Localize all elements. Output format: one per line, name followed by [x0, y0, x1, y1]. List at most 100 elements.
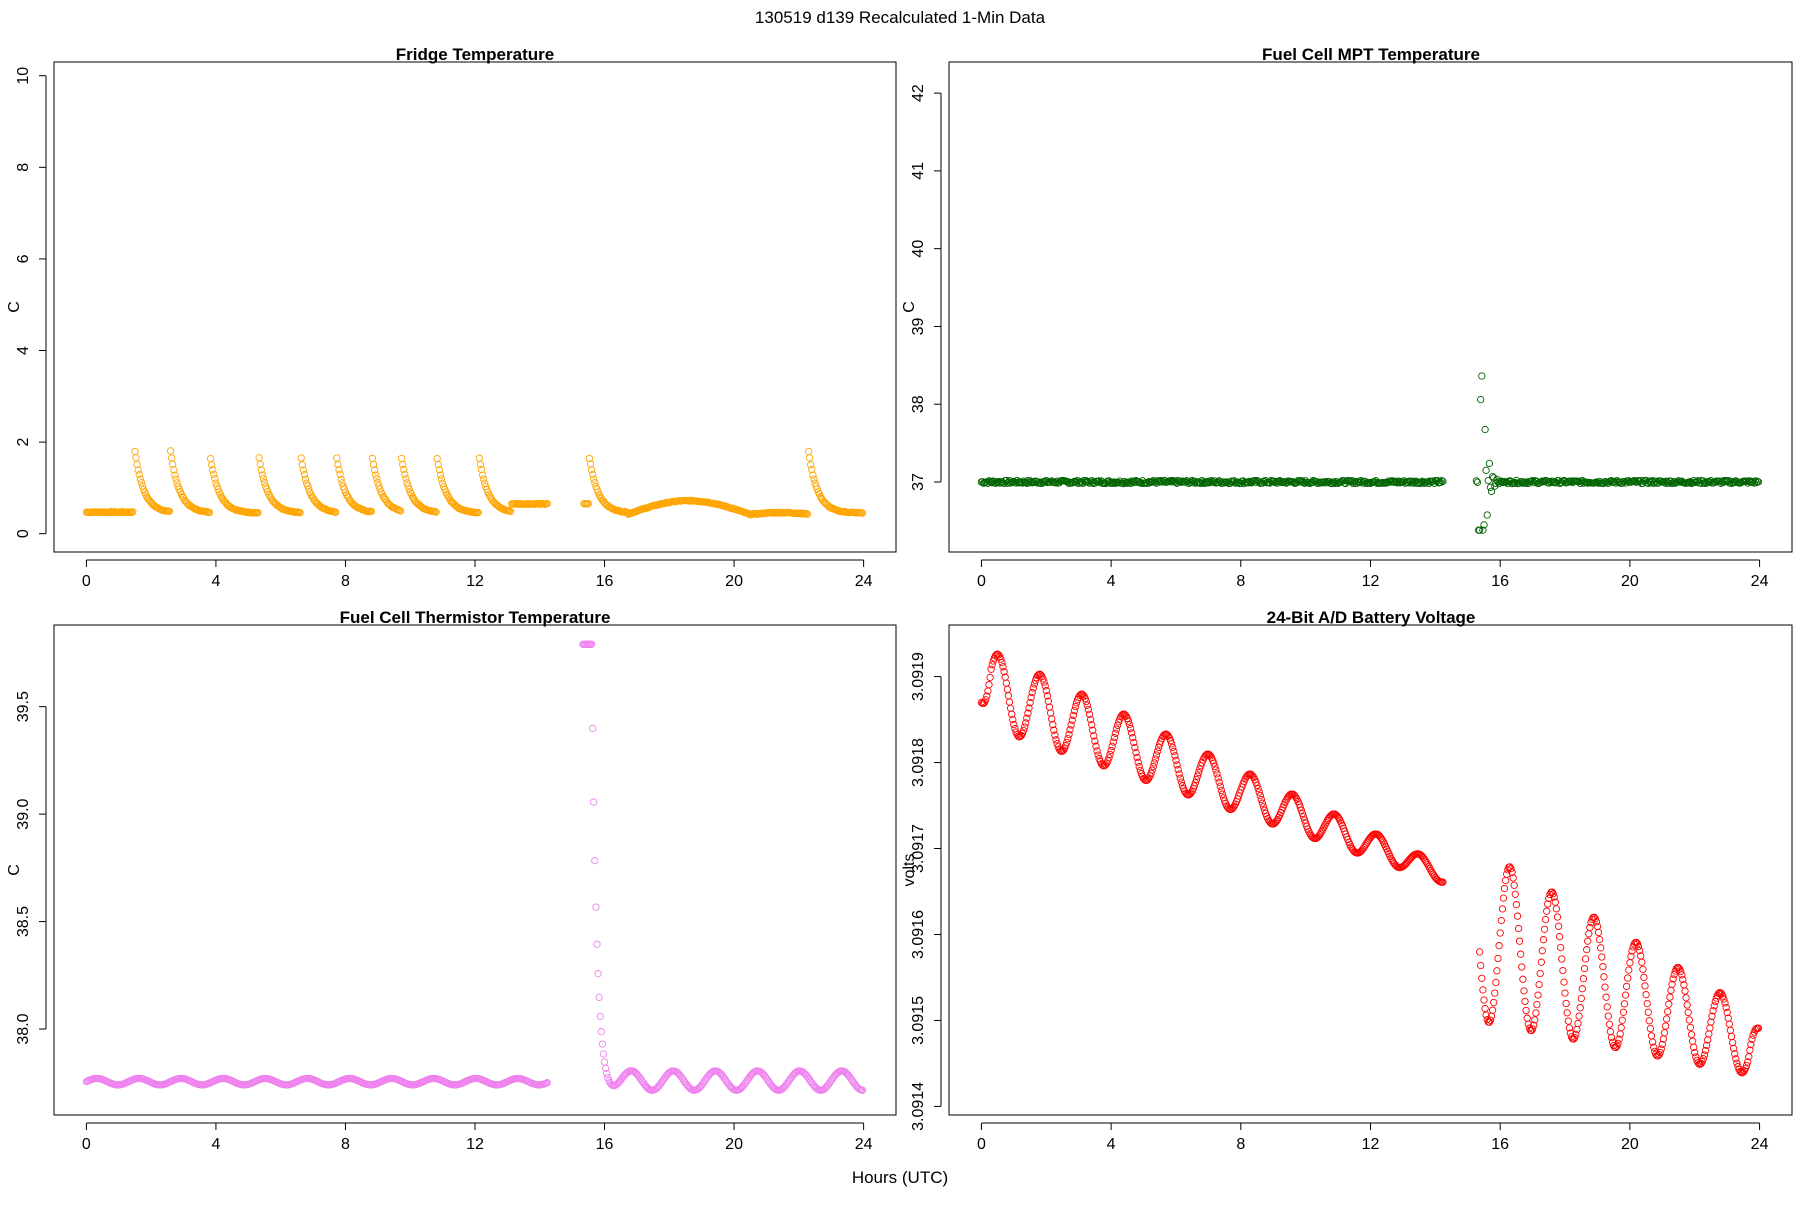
- data-point: [591, 479, 599, 487]
- data-point: [435, 466, 444, 474]
- data-point: [1639, 965, 1647, 974]
- data-point: [171, 471, 179, 479]
- data-point: [1071, 702, 1080, 711]
- data-point: [1334, 813, 1342, 821]
- data-point: [408, 492, 417, 501]
- data-point: [1662, 1015, 1671, 1023]
- data-point: [600, 1058, 609, 1066]
- data-point: [1690, 1043, 1698, 1051]
- data-point: [1362, 840, 1370, 848]
- data-point: [1748, 1035, 1756, 1043]
- data-point: [443, 490, 451, 498]
- data-point: [1754, 478, 1763, 486]
- data-point: [1513, 912, 1522, 920]
- y-tick-label: 39: [910, 317, 927, 335]
- x-tick-label: 4: [211, 573, 220, 590]
- data-point: [1661, 1022, 1670, 1030]
- data-point: [1577, 477, 1585, 485]
- data-point: [1479, 986, 1487, 994]
- data-point: [1483, 511, 1491, 519]
- data-point: [586, 460, 595, 468]
- data-point: [1085, 710, 1094, 718]
- data-point: [1617, 1023, 1625, 1032]
- data-point: [983, 692, 991, 700]
- data-point: [1521, 997, 1529, 1006]
- data-point: [1104, 757, 1112, 765]
- data-point: [165, 507, 174, 515]
- data-point: [1599, 963, 1607, 971]
- data-point: [1562, 999, 1570, 1008]
- data-point: [123, 508, 132, 517]
- data-point: [1515, 937, 1524, 945]
- x-tick-label: 8: [341, 1136, 350, 1153]
- data-point: [1552, 478, 1561, 487]
- data-point: [432, 508, 440, 516]
- data-point: [1133, 753, 1141, 762]
- data-point: [1645, 1017, 1653, 1025]
- data-point: [1476, 526, 1484, 534]
- data-point: [1147, 769, 1155, 777]
- data-point: [1603, 1003, 1611, 1011]
- data-point: [1624, 974, 1632, 982]
- data-point: [587, 466, 596, 474]
- data-point: [1052, 736, 1060, 744]
- data-point: [987, 665, 995, 673]
- data-point: [1575, 1012, 1583, 1020]
- data-point: [1632, 938, 1641, 947]
- x-tick-label: 12: [1362, 573, 1380, 590]
- data-point: [1207, 477, 1216, 485]
- data-point: [1726, 1026, 1735, 1034]
- data-point: [1322, 818, 1330, 827]
- data-point: [1531, 1016, 1539, 1024]
- data-point: [304, 482, 312, 490]
- data-point: [1621, 991, 1630, 999]
- data-point: [1667, 986, 1675, 995]
- data-point: [991, 652, 1000, 660]
- data-point: [1552, 905, 1561, 913]
- data-point: [506, 508, 515, 516]
- data-point: [1082, 697, 1090, 706]
- data-point: [1669, 975, 1677, 983]
- data-point: [129, 508, 137, 516]
- data-point: [1594, 928, 1603, 937]
- data-point: [1677, 967, 1685, 975]
- data-point: [1652, 1050, 1660, 1058]
- data-point: [1641, 982, 1649, 990]
- data-point: [1423, 859, 1431, 867]
- data-point: [1088, 721, 1096, 729]
- data-point: [1519, 975, 1527, 983]
- data-point: [1580, 964, 1589, 973]
- y-tick-label: 2: [15, 438, 32, 447]
- data-point: [297, 454, 305, 462]
- data-point: [1549, 890, 1557, 898]
- x-tick-label: 24: [1751, 573, 1769, 590]
- data-point: [802, 509, 811, 518]
- x-tick-label: 16: [596, 573, 614, 590]
- data-point: [1173, 761, 1181, 769]
- data-point: [1618, 479, 1626, 487]
- data-point: [1424, 861, 1432, 869]
- data-point: [1090, 732, 1098, 740]
- data-point: [1638, 958, 1646, 966]
- data-point: [1587, 919, 1595, 927]
- data-point: [1425, 863, 1433, 871]
- data-point: [1496, 929, 1504, 937]
- data-point: [1585, 930, 1593, 938]
- y-tick-label: 10: [15, 67, 32, 85]
- data-point: [1170, 747, 1178, 756]
- data-point: [474, 508, 482, 517]
- data-point: [1732, 1055, 1740, 1063]
- data-point: [1586, 923, 1594, 932]
- data-point: [1211, 762, 1219, 771]
- x-tick-label: 4: [1107, 573, 1116, 590]
- data-point: [592, 903, 600, 911]
- data-point: [1628, 947, 1636, 955]
- x-tick-label: 4: [211, 1136, 220, 1153]
- figure-xlabel: Hours (UTC): [852, 1168, 948, 1187]
- y-tick-label: 3.0914: [910, 1082, 927, 1131]
- data-point: [1174, 765, 1182, 774]
- data-point: [1627, 952, 1635, 961]
- data-point: [1127, 729, 1136, 737]
- data-point: [1193, 772, 1202, 780]
- data-point: [1634, 942, 1643, 951]
